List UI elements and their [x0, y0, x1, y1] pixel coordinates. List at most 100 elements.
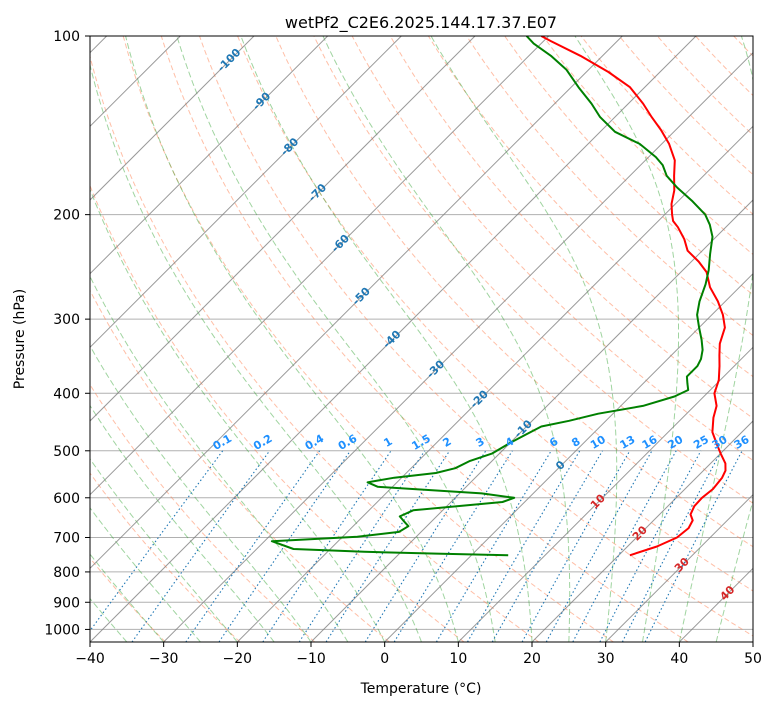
dry-adiabat	[427, 36, 753, 378]
dry-adiabat	[90, 383, 316, 642]
mixing-ratio-label: 25	[691, 433, 711, 452]
isotherm	[90, 36, 623, 570]
moist-adiabat	[715, 498, 753, 642]
moist-adiabat	[430, 36, 618, 642]
mixing-ratio-label: 6	[547, 435, 560, 450]
mixing-ratio-line	[325, 450, 451, 642]
dry-adiabat	[90, 289, 390, 642]
mixing-ratio-line	[262, 450, 392, 642]
mixing-ratio-label: 3	[474, 435, 487, 450]
moist-adiabat	[322, 36, 571, 642]
isotherm	[384, 272, 753, 642]
dry-adiabat	[122, 36, 614, 642]
x-tick-label: 40	[670, 651, 688, 667]
isotherm	[678, 567, 753, 642]
dry-adiabat	[199, 36, 753, 637]
isotherm	[236, 125, 753, 642]
moist-adiabat	[90, 404, 275, 642]
mixing-ratio-line	[131, 450, 271, 642]
dry-adiabat	[160, 36, 689, 642]
y-tick-label: 1000	[44, 622, 80, 638]
y-tick-label: 600	[53, 491, 80, 507]
mixing-ratio-line	[185, 450, 321, 642]
moist-adiabat	[176, 36, 496, 642]
mixing-ratio-line	[521, 450, 631, 642]
dry-adiabat	[90, 184, 465, 642]
dry-adiabat	[389, 36, 753, 419]
mixing-ratio-label: 2	[440, 435, 453, 450]
moist-adiabat	[90, 62, 422, 642]
isotherm	[163, 51, 753, 642]
plot-frame	[89, 35, 754, 643]
y-axis: 100 200 300 400 500 600 700 800 900 1000	[44, 29, 90, 638]
temperature-profile	[540, 36, 727, 557]
y-tick-label: 500	[53, 444, 80, 460]
chart-title: wetPf2_C2E6.2025.144.17.37.E07	[285, 13, 557, 33]
y-tick-label: 900	[53, 595, 80, 611]
mixing-ratio-label: 0.4	[303, 432, 327, 453]
background-lines	[90, 36, 753, 642]
mixing-ratio-line	[364, 450, 487, 642]
isotherm	[310, 199, 753, 642]
moist-adiabat	[90, 275, 349, 642]
mixing-ratio-line	[218, 450, 351, 642]
moist-adiabat	[574, 36, 679, 642]
dry-adiabat	[90, 557, 166, 642]
isotherm	[457, 346, 753, 642]
isotherm	[531, 420, 753, 642]
y-tick-label: 400	[53, 386, 80, 402]
sounding-profiles	[270, 36, 727, 557]
mixing-ratio-line	[545, 450, 653, 642]
y-tick-label: 100	[53, 29, 80, 45]
y-tick-label: 300	[53, 312, 80, 328]
isotherm	[605, 493, 753, 642]
mixing-ratio-line	[572, 450, 677, 642]
dry-adiabat	[657, 36, 753, 136]
mixing-ratio-line	[90, 450, 224, 632]
moist-adiabat	[90, 457, 238, 642]
dewpoint-profile	[270, 36, 714, 557]
y-tick-label: 200	[53, 208, 80, 224]
x-tick-label: −30	[149, 651, 179, 667]
isotherm	[752, 641, 753, 642]
x-tick-label: −40	[75, 651, 105, 667]
dry-adiabat	[504, 36, 753, 296]
mixing-ratio-label: 0.1	[211, 432, 234, 453]
isotherm	[90, 36, 255, 201]
dry-adiabat	[90, 54, 540, 642]
x-tick-label: −10	[296, 651, 326, 667]
y-axis-label: Pressure (hPa)	[12, 289, 28, 389]
x-tick-label: −20	[223, 651, 253, 667]
x-axis: −40 −30 −20 −10 0 10 20 30 40 50	[75, 642, 762, 667]
moist-adiabat	[240, 36, 533, 642]
mixing-ratio-label: 36	[732, 433, 752, 452]
isotherm-label: 10	[588, 491, 608, 511]
isotherm	[90, 36, 476, 422]
dry-adiabat	[695, 36, 753, 97]
isotherm	[90, 36, 402, 349]
x-axis-label: Temperature (°C)	[360, 681, 482, 697]
x-tick-label: 10	[449, 651, 467, 667]
x-tick-label: 30	[597, 651, 615, 667]
isotherm	[90, 36, 329, 275]
isotherm	[90, 36, 550, 496]
mixing-ratio-line	[599, 450, 702, 642]
moist-adiabat	[125, 36, 459, 642]
moist-adiabat	[678, 36, 753, 642]
mixing-ratio-label: 8	[569, 435, 582, 450]
moist-adiabat	[90, 507, 201, 642]
y-tick-label: 800	[53, 565, 80, 581]
mixing-ratio-label: 20	[666, 433, 686, 452]
dry-adiabat	[237, 36, 753, 592]
mixing-ratio-label: 1	[382, 435, 395, 450]
moist-adiabat	[90, 553, 165, 642]
mixing-ratio-line	[621, 450, 722, 642]
dry-adiabat	[351, 36, 753, 462]
x-tick-label: 0	[380, 651, 389, 667]
y-tick-label: 700	[53, 531, 80, 547]
dry-adiabat	[90, 472, 241, 642]
x-tick-label: 20	[523, 651, 541, 667]
moist-adiabat	[90, 597, 128, 642]
moist-adiabat	[90, 344, 312, 642]
